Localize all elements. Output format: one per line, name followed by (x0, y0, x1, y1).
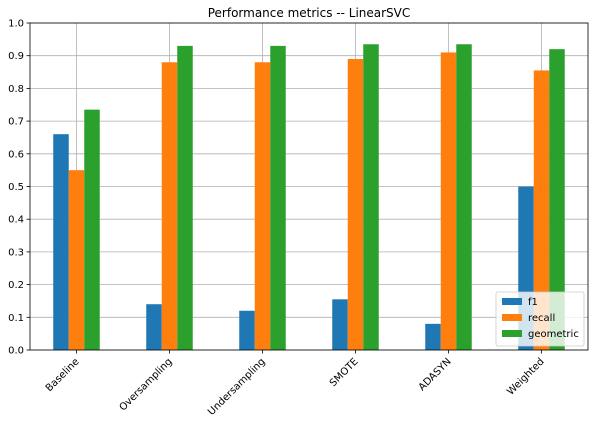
y-tick-label: 0.9 (8, 51, 24, 62)
legend-label: f1 (528, 297, 538, 308)
bar-recall (254, 62, 271, 351)
y-tick-label: 0.3 (8, 247, 24, 258)
y-tick-label: 0.0 (8, 346, 24, 357)
bar-geometric (456, 44, 472, 350)
plot-frame (29, 22, 589, 351)
bar-recall (68, 170, 85, 350)
bar-recall (533, 70, 550, 350)
legend-swatch-geometric (502, 330, 522, 337)
y-tick-label: 0.1 (8, 313, 24, 324)
x-tick-label: Oversampling (118, 356, 175, 413)
bars (53, 44, 565, 351)
legend-label: recall (528, 313, 555, 324)
chart-title: Performance metrics -- LinearSVC (208, 6, 411, 20)
bar-geometric (363, 44, 379, 350)
bar-recall (347, 58, 364, 350)
bar-f1 (146, 304, 162, 350)
x-tick-label: Baseline (44, 356, 82, 394)
y-tick-label: 0.5 (8, 182, 24, 193)
bar-geometric (84, 109, 100, 350)
y-tick-label: 0.6 (8, 149, 24, 160)
legend: f1 recall geometric (495, 291, 585, 347)
y-tick-label: 0.2 (8, 280, 24, 291)
x-tick-label: Undersampling (206, 356, 267, 417)
bar-geometric (549, 49, 565, 350)
x-tick-label: Weighted (505, 356, 546, 397)
bar-geometric (177, 45, 193, 350)
y-tick-label: 0.4 (8, 215, 24, 226)
legend-swatch-f1 (502, 298, 522, 305)
bar-f1 (425, 323, 441, 350)
legend-swatch-recall (502, 314, 522, 321)
legend-label: geometric (528, 329, 579, 340)
axes (26, 22, 589, 354)
bar-recall (161, 62, 178, 351)
x-tick-label: ADASYN (417, 356, 454, 393)
bar-f1 (332, 299, 348, 350)
y-tick-label: 0.8 (8, 84, 24, 95)
bar-recall (440, 52, 457, 351)
y-tick-label: 1.0 (8, 19, 24, 30)
x-tick-label: SMOTE (328, 356, 361, 389)
bar-geometric (270, 45, 286, 350)
bar-f1 (239, 310, 255, 350)
y-tick-label: 0.7 (8, 117, 24, 128)
bar-f1 (53, 134, 69, 350)
